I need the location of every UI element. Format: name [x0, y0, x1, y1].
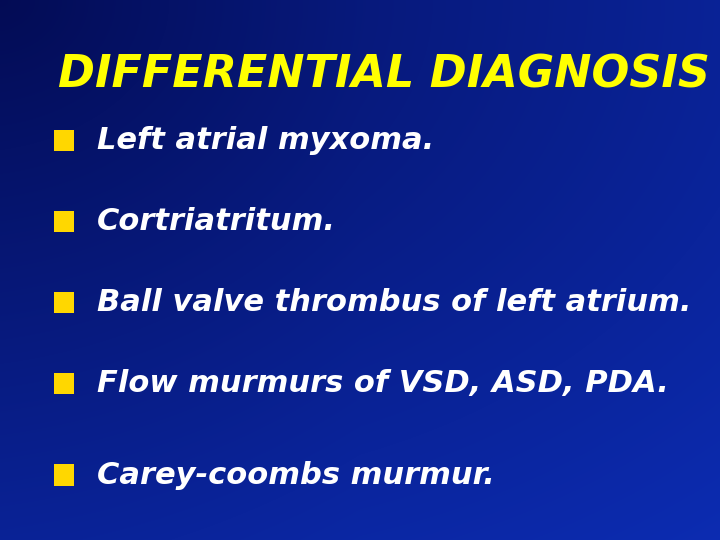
Text: DIFFERENTIAL DIAGNOSIS: DIFFERENTIAL DIAGNOSIS [58, 54, 709, 97]
FancyBboxPatch shape [54, 211, 74, 232]
Text: Ball valve thrombus of left atrium.: Ball valve thrombus of left atrium. [97, 288, 692, 317]
FancyBboxPatch shape [54, 292, 74, 313]
Text: Carey-coombs murmur.: Carey-coombs murmur. [97, 461, 495, 490]
FancyBboxPatch shape [54, 373, 74, 394]
Text: Cortriatritum.: Cortriatritum. [97, 207, 336, 236]
FancyBboxPatch shape [54, 130, 74, 151]
FancyBboxPatch shape [54, 464, 74, 486]
Text: Flow murmurs of VSD, ASD, PDA.: Flow murmurs of VSD, ASD, PDA. [97, 369, 669, 398]
Text: Left atrial myxoma.: Left atrial myxoma. [97, 126, 434, 155]
